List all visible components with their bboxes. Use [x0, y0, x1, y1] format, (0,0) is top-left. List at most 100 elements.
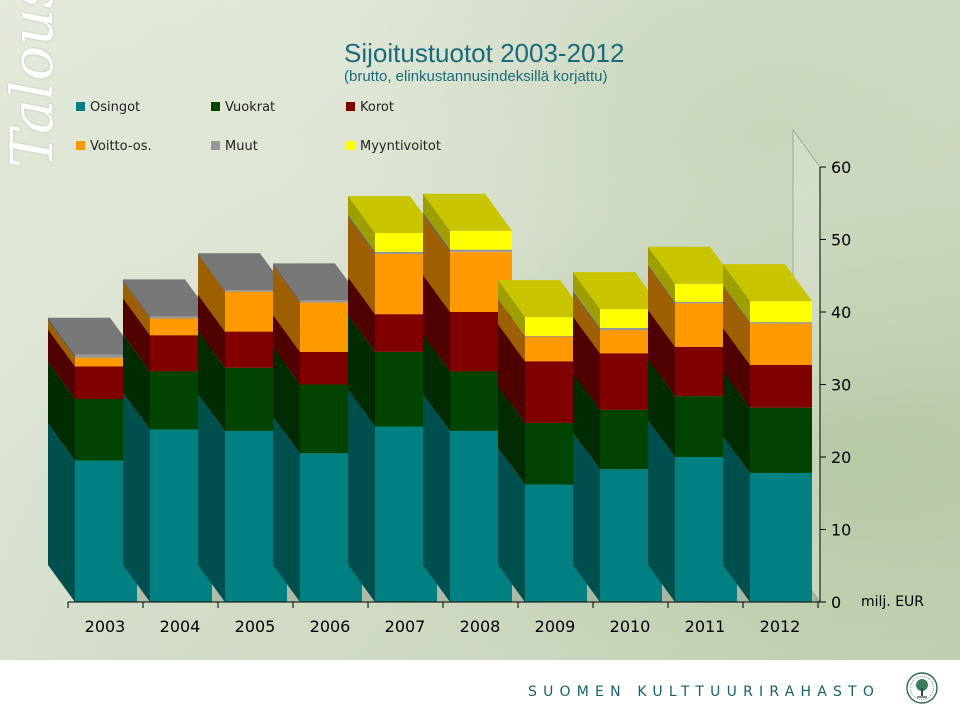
bar-side: [423, 214, 450, 312]
x-tick-label: 2012: [760, 617, 801, 636]
bar-side: [348, 314, 375, 427]
bar-top: [273, 263, 362, 301]
bar-top: [723, 264, 812, 302]
bar-side: [723, 285, 750, 324]
bar-side: [573, 316, 600, 410]
y-tick-label: 30: [831, 376, 851, 395]
legend-swatch: [211, 102, 220, 111]
bar-segment: [600, 309, 662, 328]
legend-item: Vuokrat: [211, 100, 275, 115]
legend-label: Voitto-os.: [90, 139, 152, 154]
bar-top: [573, 272, 662, 310]
bar-segment: [75, 357, 137, 367]
x-tick-label: 2010: [610, 617, 651, 636]
bar-segment: [150, 316, 212, 319]
bar-side: [198, 254, 225, 332]
bar-side: [348, 389, 375, 602]
bar-side: [123, 392, 150, 602]
bar-side: [573, 372, 600, 470]
bar-side: [348, 214, 375, 254]
bar-side: [123, 334, 150, 430]
x-tick-label: 2004: [160, 617, 201, 636]
chart-subtitle: (brutto, elinkustannusindeksillä korjatt…: [344, 68, 608, 85]
bar-side: [648, 264, 675, 304]
x-tick-label: 2006: [310, 617, 351, 636]
legend-item: Korot: [346, 100, 394, 115]
bar-side: [573, 432, 600, 602]
x-axis: 2003 2004 2005 2006 2007 2008 2009 2010 2011 2012: [67, 601, 820, 636]
x-tick-label: 2005: [235, 617, 276, 636]
bar-side: [273, 314, 300, 385]
bar-side: [48, 317, 75, 358]
bar-side: [723, 327, 750, 408]
bar-top: [498, 280, 587, 318]
legend-item: Osingot: [76, 100, 140, 115]
legend-swatch: [346, 141, 355, 150]
bar-side: [648, 309, 675, 397]
bar-side: [423, 393, 450, 602]
bar-side: [273, 347, 300, 454]
bar-segment: [750, 407, 812, 473]
bar-top: [648, 246, 737, 284]
y-tick-label: 10: [831, 521, 851, 540]
bar-segment: [750, 323, 812, 365]
bar-segment: [150, 318, 212, 336]
legend-item: Voitto-os.: [76, 139, 152, 154]
legend-swatch: [346, 102, 355, 111]
bar-side: [423, 193, 450, 250]
legend-item: Muut: [211, 139, 258, 154]
bar-side: [348, 277, 375, 352]
legend-label: Myyntivoitot: [360, 139, 441, 154]
bar-segment: [525, 317, 587, 336]
bar-side: [423, 275, 450, 372]
bar-side: [123, 281, 150, 336]
bar-side: [198, 294, 225, 368]
bar-side: [48, 362, 75, 461]
legend-label: Osingot: [90, 100, 141, 115]
x-tick-label: 2007: [385, 617, 426, 636]
legend-swatch: [76, 102, 85, 111]
bar-segment: [75, 354, 137, 358]
bar-side: [273, 416, 300, 602]
bar-side: [498, 280, 525, 336]
legend-label: Vuokrat: [225, 100, 276, 115]
bar-side: [573, 290, 600, 331]
bar-top: [348, 195, 437, 233]
bar-side: [723, 435, 750, 602]
bar-stack-2007: [348, 195, 437, 602]
bar-side: [723, 286, 750, 365]
bar-top: [423, 193, 512, 231]
bar-side: [648, 246, 675, 302]
y-tick-label: 0: [831, 593, 841, 612]
bar-side: [573, 272, 600, 328]
bar-segment: [675, 301, 737, 304]
bar-segment: [750, 472, 812, 602]
bar-segment: [600, 327, 662, 331]
legend-swatch: [211, 141, 220, 150]
x-tick-label: 2011: [685, 617, 726, 636]
bar-side: [198, 330, 225, 431]
footer-text: SUOMEN KULTTUURIRAHASTO: [528, 684, 881, 700]
bar-side: [723, 370, 750, 473]
bar-side: [423, 212, 450, 252]
bar-segment: [750, 322, 812, 324]
x-tick-label: 2008: [460, 617, 501, 636]
bar-segment: [450, 230, 512, 250]
bar-side: [48, 329, 75, 399]
bar-side: [123, 279, 150, 319]
bar-side: [648, 420, 675, 602]
bar-top: [48, 317, 137, 355]
y-tick-label: 50: [831, 231, 851, 250]
bar-side: [648, 266, 675, 347]
bar-side: [123, 298, 150, 372]
bar-segment: [525, 335, 587, 337]
bar-side: [498, 385, 525, 485]
bar-side: [498, 324, 525, 423]
bar-segment: [375, 232, 437, 252]
x-tick-label: 2003: [85, 617, 126, 636]
y-tick-label: 20: [831, 448, 851, 467]
legend-swatch: [76, 141, 85, 150]
bar-side: [498, 298, 525, 337]
bar-segment: [375, 251, 437, 254]
